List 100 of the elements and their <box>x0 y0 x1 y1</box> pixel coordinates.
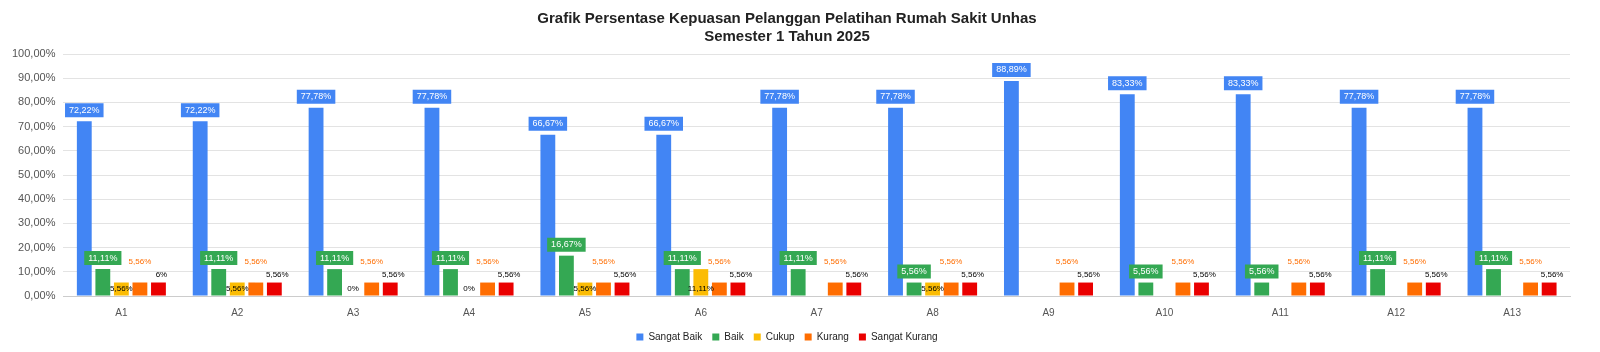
bar <box>730 282 746 296</box>
y-tick-label: 80,00% <box>18 95 56 108</box>
bar <box>962 282 978 296</box>
bar <box>558 255 574 296</box>
bar <box>674 269 690 296</box>
bar <box>480 282 495 296</box>
data-label: 5,56% <box>1077 269 1100 279</box>
bar <box>1175 282 1191 296</box>
bar <box>498 282 514 296</box>
data-label: 5,56% <box>592 256 615 266</box>
data-label: 5,56% <box>381 269 405 279</box>
data-label: 11,11% <box>667 252 697 263</box>
data-label: 88,89% <box>996 64 1027 75</box>
y-tick-label: 20,00% <box>18 240 56 253</box>
y-tick-label: 60,00% <box>18 143 56 156</box>
y-tick-label: 100,00% <box>11 47 56 60</box>
bar <box>1194 282 1209 296</box>
chart-subtitle: Semester 1 Tahun 2025 <box>704 27 870 45</box>
x-tick-label: A3 <box>347 306 360 318</box>
x-tick-label: A4 <box>462 306 476 318</box>
data-label: 11,11% <box>320 252 350 263</box>
bar <box>943 282 959 296</box>
data-label: 72,22% <box>184 104 216 115</box>
data-label: 11,11% <box>88 252 118 263</box>
y-tick-label: 70,00% <box>18 119 56 132</box>
x-tick-label: A10 <box>1155 306 1174 318</box>
y-tick-label: 0,00% <box>24 289 56 302</box>
data-label: 11,11% <box>783 252 813 263</box>
y-tick-label: 10,00% <box>18 264 56 277</box>
legend-label: Sangat Baik <box>648 330 704 342</box>
data-label: 5,56% <box>128 256 152 266</box>
data-label: 5,56% <box>1424 269 1448 279</box>
data-label: 66,67% <box>532 118 564 129</box>
bar <box>1523 282 1539 296</box>
bar <box>1407 282 1423 296</box>
data-label: 5,56% <box>823 256 847 266</box>
data-label: 5,56% <box>613 269 637 279</box>
data-label: 66,67% <box>648 118 679 129</box>
data-label: 77,78% <box>300 91 332 102</box>
data-label: 5,56% <box>901 266 927 277</box>
bar <box>443 269 458 296</box>
y-tick-label: 40,00% <box>18 192 56 205</box>
x-tick-label: A1 <box>115 306 128 318</box>
bar <box>1541 282 1557 296</box>
data-label: 16,67% <box>551 239 582 250</box>
bar <box>1291 282 1307 296</box>
data-label: 5,56% <box>244 256 268 266</box>
bar <box>151 282 166 296</box>
bar <box>614 282 630 296</box>
data-label: 0% <box>463 284 475 294</box>
x-tick-label: A5 <box>578 306 592 318</box>
legend-label: Sangat Kurang <box>870 330 938 342</box>
bar <box>1235 94 1251 296</box>
bar <box>1486 269 1501 296</box>
bar <box>1003 80 1019 296</box>
data-label: 11,11% <box>1363 252 1393 263</box>
bar <box>382 282 398 296</box>
data-label: 5,56% <box>1403 256 1427 266</box>
data-label: 5,56% <box>497 269 521 279</box>
bar <box>1138 282 1154 296</box>
data-label: 6% <box>155 269 168 279</box>
data-label: 5,56% <box>708 256 731 266</box>
bar <box>1425 282 1441 296</box>
bar <box>95 269 111 296</box>
bar <box>248 282 264 296</box>
data-label: 5,56% <box>1519 256 1542 266</box>
bar <box>906 282 922 296</box>
data-label: 5,56% <box>939 256 963 266</box>
bar <box>888 107 903 296</box>
bar <box>327 269 343 296</box>
x-tick-label: A12 <box>1387 306 1406 318</box>
x-tick-label: A9 <box>1042 306 1056 318</box>
bar <box>1078 282 1093 296</box>
data-label: 5,56% <box>476 256 499 266</box>
chart-title: Grafik Persentase Kepuasan Pelanggan Pelatihan Rumah Sakit Unhas <box>537 9 1037 27</box>
bar <box>1254 282 1270 296</box>
data-label: 11,11% <box>435 252 466 263</box>
x-tick-label: A11 <box>1271 306 1290 318</box>
data-label: 5,56% <box>961 269 985 279</box>
bar <box>1119 94 1135 296</box>
data-label: 5,56% <box>1309 269 1332 279</box>
data-label: 77,78% <box>1343 91 1375 102</box>
data-label: 5,56% <box>360 256 384 266</box>
data-label: 77,78% <box>1459 91 1491 102</box>
data-label: 5,56% <box>266 269 289 279</box>
bar <box>596 282 611 296</box>
x-tick-label: A6 <box>694 306 708 318</box>
bar <box>1059 282 1075 296</box>
legend-label: Cukup <box>765 330 796 342</box>
data-label: 5,56% <box>1287 256 1311 266</box>
x-tick-label: A7 <box>810 306 824 318</box>
y-tick-label: 50,00% <box>18 168 56 181</box>
data-label: 77,78% <box>880 91 911 102</box>
data-label: 5,56% <box>729 269 753 279</box>
data-label: 5,56% <box>1055 256 1079 266</box>
bar <box>790 269 806 296</box>
data-label: 83,33% <box>1227 77 1259 88</box>
data-label: 5,56% <box>1540 269 1564 279</box>
bar <box>211 269 227 296</box>
data-label: 5,56% <box>1133 266 1159 277</box>
